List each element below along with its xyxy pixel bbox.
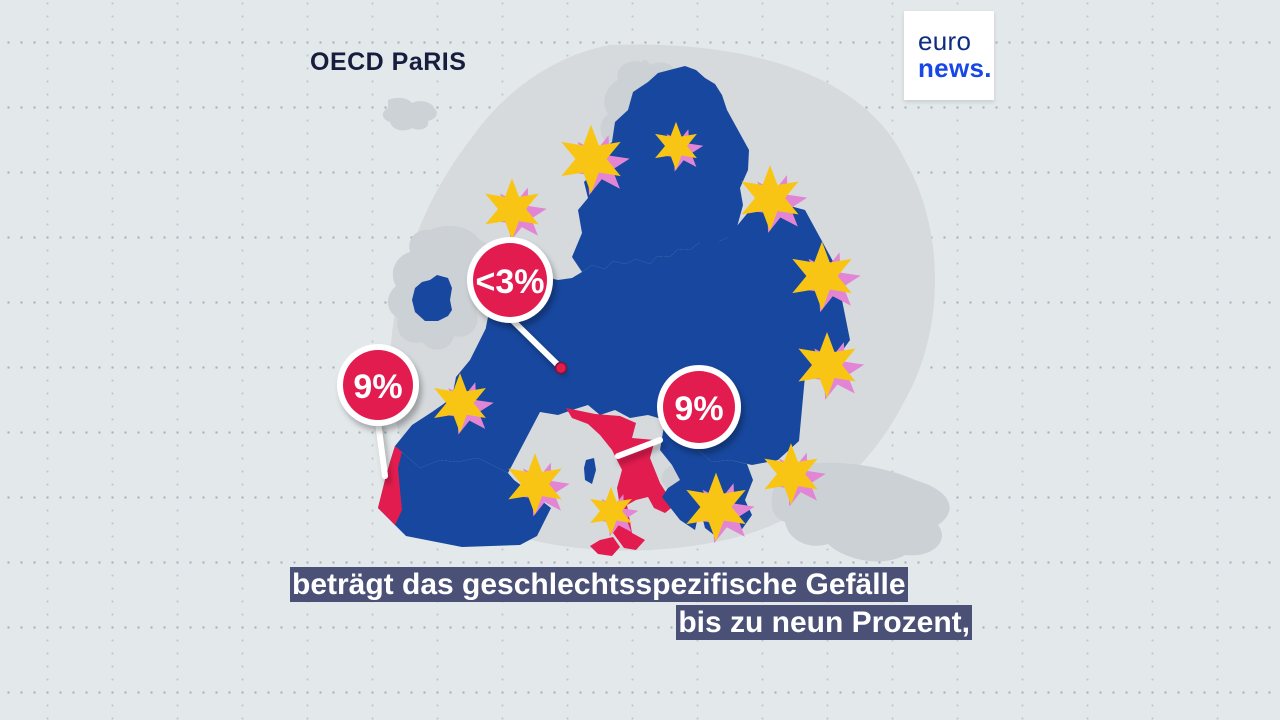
svg-text:9%: 9% bbox=[674, 390, 723, 428]
svg-text:<3%: <3% bbox=[476, 263, 545, 301]
svg-text:9%: 9% bbox=[353, 368, 402, 406]
